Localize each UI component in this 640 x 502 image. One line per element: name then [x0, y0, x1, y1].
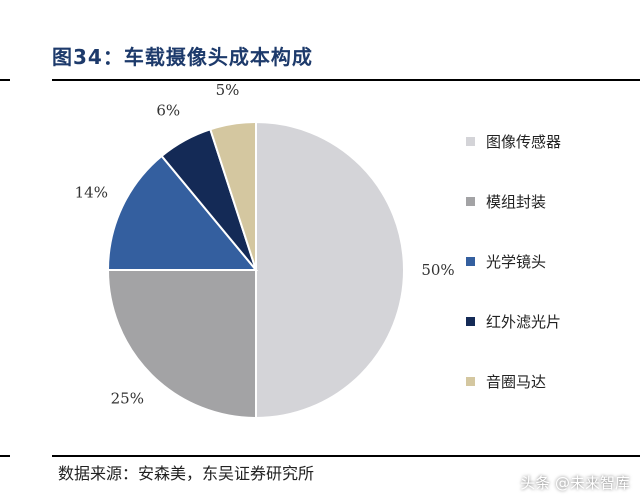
legend-label-2: 模组封装: [486, 193, 546, 211]
slice-label-1: 50%: [421, 261, 454, 279]
legend-swatch-2: [466, 197, 475, 206]
footer-rule-left: [0, 455, 10, 457]
title-rule-left: [0, 79, 10, 81]
chart-title: 图34：车载摄像头成本构成: [52, 45, 313, 69]
legend-swatch-4: [466, 317, 475, 326]
pie-slices: [106, 120, 405, 420]
pie-slice-1: [255, 120, 405, 420]
watermark: 头条 @未来智库: [520, 474, 630, 492]
slice-labels: 50% 25% 14% 6% 5%: [75, 81, 455, 408]
pie-slice-3: [106, 154, 259, 271]
title-rule: [52, 79, 640, 81]
legend-swatch-3: [466, 257, 475, 266]
legend-swatch-5: [466, 377, 475, 386]
pie-slice-2: [106, 269, 257, 420]
legend-label-5: 音圈马达: [486, 373, 546, 391]
slice-label-2: 25%: [111, 390, 144, 408]
pie-slice-5: [209, 120, 257, 271]
slice-label-3: 14%: [75, 184, 108, 202]
legend-label-3: 光学镜头: [486, 253, 546, 271]
legend-label-4: 红外滤光片: [486, 313, 561, 331]
footer-rule: [52, 455, 640, 457]
slice-label-4: 6%: [156, 102, 180, 120]
source-note: 数据来源：安森美，东吴证券研究所: [58, 464, 315, 483]
slice-label-5: 5%: [216, 81, 240, 99]
legend-swatch-1: [466, 137, 475, 146]
legend-label-1: 图像传感器: [486, 133, 561, 151]
